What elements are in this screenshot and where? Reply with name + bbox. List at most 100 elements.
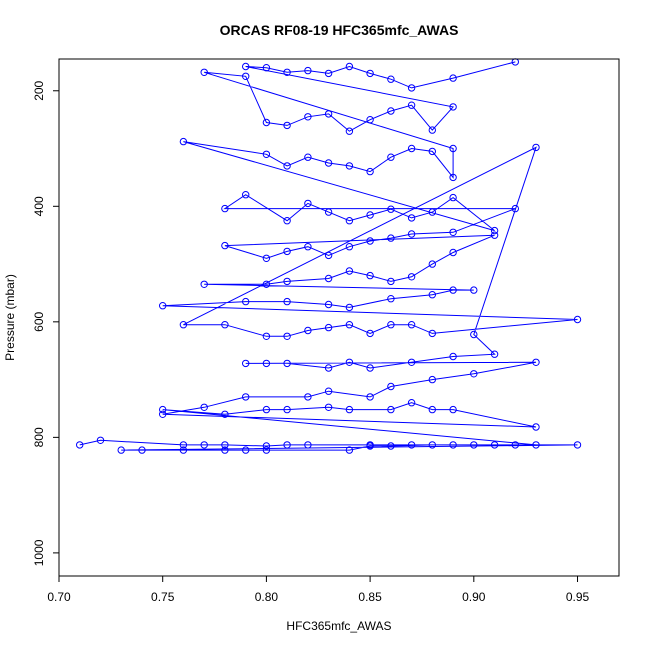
data-point bbox=[345, 321, 354, 329]
data-point bbox=[179, 446, 188, 454]
data-point bbox=[407, 441, 416, 449]
data-point bbox=[366, 116, 374, 124]
data-point bbox=[490, 441, 499, 449]
data-point bbox=[283, 332, 291, 340]
data-point bbox=[345, 405, 354, 414]
data-point bbox=[283, 121, 291, 130]
data-point bbox=[449, 193, 457, 202]
data-point bbox=[387, 277, 395, 286]
data-point bbox=[532, 358, 540, 366]
data-point bbox=[242, 359, 250, 368]
y-tick-label: 600 bbox=[32, 312, 46, 332]
data-point bbox=[324, 300, 333, 309]
data-point bbox=[242, 393, 250, 401]
data-point bbox=[345, 303, 354, 312]
data-point bbox=[324, 110, 333, 118]
series-line bbox=[79, 61, 578, 451]
data-point bbox=[407, 101, 416, 109]
data-point bbox=[324, 69, 333, 78]
data-point bbox=[262, 150, 271, 159]
x-tick-label: 0.90 bbox=[462, 590, 486, 604]
data-point bbox=[117, 446, 125, 454]
data-point bbox=[242, 72, 250, 81]
chart-title: ORCAS RF08-19 HFC365mfc_AWAS bbox=[220, 22, 459, 38]
data-point bbox=[366, 167, 374, 176]
data-point bbox=[179, 441, 188, 449]
data-point bbox=[345, 62, 354, 71]
data-point bbox=[324, 323, 333, 332]
x-tick-label: 0.75 bbox=[151, 590, 175, 604]
data-point bbox=[138, 446, 146, 454]
x-axis-label: HFC365mfc_AWAS bbox=[286, 619, 391, 633]
data-point bbox=[407, 358, 416, 366]
data-point bbox=[283, 441, 291, 449]
data-point bbox=[324, 251, 333, 260]
y-tick-label: 1000 bbox=[32, 539, 46, 566]
data-point bbox=[366, 364, 374, 372]
data-point bbox=[387, 205, 395, 213]
data-point bbox=[304, 393, 312, 401]
data-point bbox=[324, 364, 333, 372]
data-point bbox=[283, 247, 291, 256]
data-point bbox=[449, 441, 457, 449]
data-point bbox=[345, 217, 354, 225]
y-tick-label: 400 bbox=[32, 196, 46, 216]
data-point bbox=[283, 405, 291, 414]
data-point bbox=[366, 271, 374, 280]
data-point bbox=[242, 297, 250, 306]
data-point bbox=[511, 441, 519, 449]
data-point bbox=[366, 393, 374, 401]
data-point bbox=[470, 370, 478, 378]
data-point bbox=[490, 350, 499, 358]
data-point bbox=[200, 280, 208, 288]
data-point bbox=[304, 113, 312, 121]
data-point bbox=[242, 446, 250, 454]
data-point bbox=[387, 153, 395, 161]
y-tick-label: 800 bbox=[32, 427, 46, 447]
data-point bbox=[283, 68, 291, 77]
data-point bbox=[449, 173, 457, 182]
data-point bbox=[324, 159, 333, 167]
data-point bbox=[304, 441, 312, 449]
data-point bbox=[428, 126, 436, 134]
data-point bbox=[262, 442, 271, 450]
data-point bbox=[159, 405, 167, 414]
data-point bbox=[200, 441, 208, 449]
x-tick-label: 0.70 bbox=[47, 590, 71, 604]
data-point bbox=[387, 382, 395, 391]
data-point bbox=[428, 208, 436, 216]
data-point bbox=[428, 441, 436, 449]
data-point bbox=[200, 68, 208, 77]
data-point bbox=[470, 286, 478, 294]
data-point bbox=[283, 359, 291, 368]
data-point bbox=[490, 231, 499, 239]
data-point bbox=[304, 326, 312, 335]
data-point bbox=[345, 446, 354, 454]
data-point bbox=[428, 291, 436, 299]
data-point bbox=[324, 208, 333, 216]
data-point bbox=[304, 243, 312, 251]
data-point bbox=[387, 295, 395, 303]
data-point bbox=[262, 254, 271, 262]
data-point bbox=[366, 442, 374, 450]
data-point bbox=[262, 64, 271, 72]
data-point bbox=[366, 329, 374, 338]
data-point bbox=[262, 118, 271, 127]
data-point bbox=[366, 237, 374, 245]
data-point bbox=[221, 241, 229, 250]
data-point bbox=[283, 297, 291, 306]
data-point bbox=[428, 375, 436, 384]
data-point bbox=[76, 441, 84, 449]
data-point bbox=[221, 446, 229, 454]
data-point bbox=[407, 144, 416, 153]
data-point bbox=[345, 267, 354, 275]
data-point bbox=[470, 330, 478, 339]
data-point bbox=[470, 441, 478, 449]
data-point bbox=[304, 199, 312, 208]
plot-frame bbox=[58, 58, 620, 577]
data-point bbox=[221, 441, 229, 449]
y-axis-label: Pressure (mbar) bbox=[3, 274, 17, 361]
data-point bbox=[179, 321, 188, 329]
x-tick-label: 0.80 bbox=[255, 590, 279, 604]
